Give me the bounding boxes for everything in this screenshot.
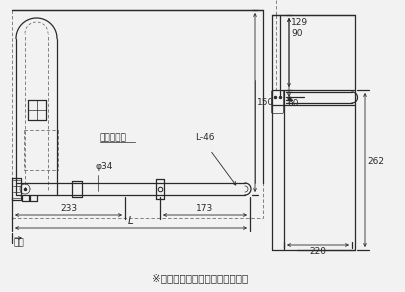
Text: 173: 173 bbox=[196, 204, 213, 213]
Text: φ34: φ34 bbox=[96, 162, 113, 171]
Text: 90: 90 bbox=[290, 29, 302, 38]
Text: 262: 262 bbox=[366, 157, 383, 166]
Text: 60: 60 bbox=[286, 99, 298, 108]
Text: 233: 233 bbox=[60, 204, 77, 213]
Text: 壁面: 壁面 bbox=[14, 239, 25, 248]
Text: L: L bbox=[128, 216, 134, 226]
Text: 150: 150 bbox=[256, 98, 273, 107]
Text: ※水平の位置のみ固定できます。: ※水平の位置のみ固定できます。 bbox=[151, 273, 247, 283]
Text: L-46: L-46 bbox=[194, 133, 214, 142]
Text: 220: 220 bbox=[309, 247, 326, 256]
Text: 操作レバー: 操作レバー bbox=[100, 133, 126, 142]
Text: 129: 129 bbox=[290, 18, 307, 27]
